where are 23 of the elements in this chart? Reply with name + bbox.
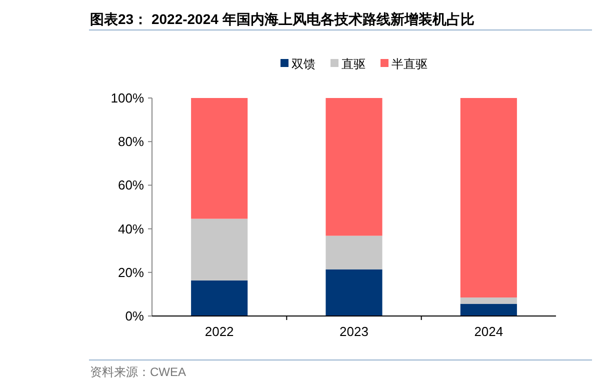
bar xyxy=(326,98,382,236)
y-tick-label: 20% xyxy=(118,264,144,280)
y-tick-label: 100% xyxy=(110,90,144,106)
y-tick-label: 60% xyxy=(118,178,144,193)
bar xyxy=(460,304,517,316)
bar xyxy=(460,98,517,298)
x-tick-label: 2024 xyxy=(474,324,504,339)
bar xyxy=(460,297,517,304)
bar xyxy=(191,218,248,280)
bar xyxy=(326,269,382,316)
bar xyxy=(191,98,248,219)
y-tick-label: 80% xyxy=(118,134,144,150)
x-tick-label: 2023 xyxy=(340,324,368,339)
legend-label: 双馈 xyxy=(292,57,316,71)
bar xyxy=(326,236,382,270)
y-tick-label: 40% xyxy=(118,221,144,236)
bar xyxy=(191,280,248,316)
x-tick-label: 2022 xyxy=(204,324,234,339)
text: 资料来源：CWEA xyxy=(90,365,186,379)
y-tick-label: 0% xyxy=(125,308,144,324)
chart-title: 图表23： 2022-2024 年国内海上风电各技术路线新增装机占比 xyxy=(90,11,474,27)
legend-label: 半直驱 xyxy=(392,57,428,71)
legend-label: 直驱 xyxy=(342,57,366,71)
